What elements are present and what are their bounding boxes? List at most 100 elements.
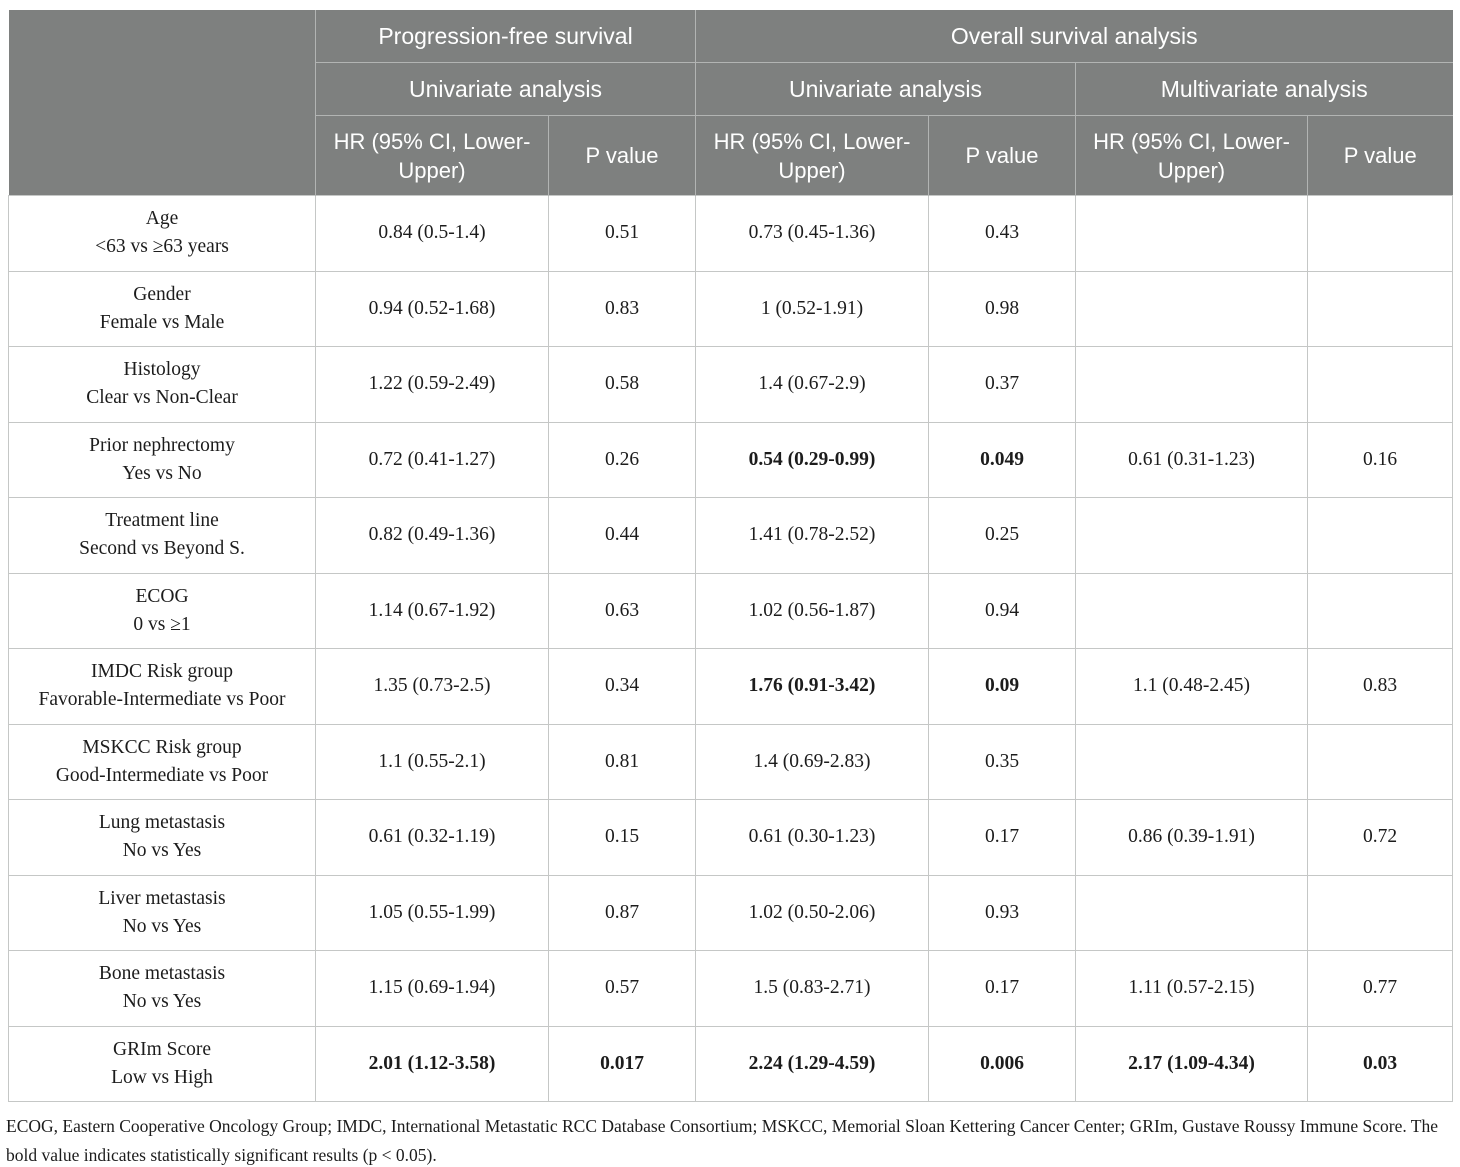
os-multi-hr-cell bbox=[1075, 723, 1308, 800]
row-label: Bone metastasis No vs Yes bbox=[8, 950, 316, 1027]
corner-cell bbox=[8, 10, 316, 196]
table-row-liver-metastasis: Liver metastasis No vs Yes 1.05 (0.55-1.9… bbox=[8, 874, 1454, 951]
os-multi-p-cell: 0.16 bbox=[1306, 421, 1454, 498]
os-uni-p-cell: 0.43 bbox=[928, 195, 1076, 272]
os-uni-hr-cell: 1.5 (0.83-2.71) bbox=[695, 950, 929, 1027]
table-row-gender: Gender Female vs Male 0.94 (0.52-1.68) 0.… bbox=[8, 270, 1454, 347]
os-uni-p-cell: 0.98 bbox=[928, 270, 1076, 347]
header-os-univariate: Univariate analysis bbox=[695, 62, 1076, 116]
pfs-p-cell: 0.15 bbox=[548, 799, 696, 876]
os-multi-hr-cell: 1.1 (0.48-2.45) bbox=[1075, 648, 1308, 725]
os-multi-p-cell bbox=[1306, 270, 1454, 347]
header-pfs-pvalue: P value bbox=[548, 115, 696, 196]
os-uni-hr-cell: 0.73 (0.45-1.36) bbox=[695, 195, 929, 272]
pfs-hr-cell: 0.84 (0.5-1.4) bbox=[315, 195, 549, 272]
os-multi-hr-cell: 0.61 (0.31-1.23) bbox=[1075, 421, 1308, 498]
pfs-hr-cell: 1.1 (0.55-2.1) bbox=[315, 723, 549, 800]
os-multi-p-cell bbox=[1306, 874, 1454, 951]
pfs-p-cell: 0.57 bbox=[548, 950, 696, 1027]
pfs-p-cell: 0.51 bbox=[548, 195, 696, 272]
pfs-hr-cell: 0.61 (0.32-1.19) bbox=[315, 799, 549, 876]
header-group-row: Progression-free survival Overall surviv… bbox=[8, 10, 1453, 196]
os-uni-p-cell: 0.37 bbox=[928, 346, 1076, 423]
os-uni-hr-cell: 1.02 (0.50-2.06) bbox=[695, 874, 929, 951]
header-os-multi-hr: HR (95% CI, Lower-Upper) bbox=[1075, 115, 1308, 196]
table-header: Progression-free survival Overall surviv… bbox=[8, 10, 1453, 196]
pfs-hr-cell: 0.72 (0.41-1.27) bbox=[315, 421, 549, 498]
os-uni-hr-cell: 1.4 (0.69-2.83) bbox=[695, 723, 929, 800]
pfs-p-cell: 0.34 bbox=[548, 648, 696, 725]
header-os-uni-hr: HR (95% CI, Lower-Upper) bbox=[695, 115, 929, 196]
os-multi-p-cell bbox=[1306, 497, 1454, 574]
os-multi-p-cell: 0.72 bbox=[1306, 799, 1454, 876]
header-pfs-hr: HR (95% CI, Lower-Upper) bbox=[315, 115, 549, 196]
os-uni-hr-cell: 1.4 (0.67-2.9) bbox=[695, 346, 929, 423]
row-label: Liver metastasis No vs Yes bbox=[8, 874, 316, 951]
table-row-treatment-line: Treatment line Second vs Beyond S. 0.82 (… bbox=[8, 497, 1454, 574]
os-multi-hr-cell: 1.11 (0.57-2.15) bbox=[1075, 950, 1308, 1027]
os-multi-p-cell bbox=[1306, 346, 1454, 423]
header-os-multi-pvalue: P value bbox=[1306, 115, 1453, 196]
os-uni-p-cell: 0.09 bbox=[928, 648, 1076, 725]
header-os-group: Overall survival analysis bbox=[694, 10, 1453, 63]
os-multi-hr-cell bbox=[1075, 346, 1308, 423]
table-footnote: ECOG, Eastern Cooperative Oncology Group… bbox=[6, 1116, 1438, 1165]
header-os-uni-pvalue: P value bbox=[928, 115, 1076, 196]
row-label: Lung metastasis No vs Yes bbox=[8, 799, 316, 876]
table-container: Progression-free survival Overall surviv… bbox=[8, 10, 1454, 1102]
os-multi-hr-cell bbox=[1075, 572, 1308, 649]
os-multi-p-cell: 0.77 bbox=[1306, 950, 1454, 1027]
pfs-hr-cell: 0.94 (0.52-1.68) bbox=[315, 270, 549, 347]
os-uni-hr-cell: 2.24 (1.29-4.59) bbox=[695, 1025, 929, 1102]
pfs-p-cell: 0.44 bbox=[548, 497, 696, 574]
pfs-hr-cell: 0.82 (0.49-1.36) bbox=[315, 497, 549, 574]
pfs-p-cell: 0.63 bbox=[548, 572, 696, 649]
header-pfs-univariate: Univariate analysis bbox=[315, 62, 696, 116]
pfs-hr-cell: 1.14 (0.67-1.92) bbox=[315, 572, 549, 649]
table-row-grim-score: GRIm Score Low vs High 2.01 (1.12-3.58) 0… bbox=[8, 1025, 1454, 1102]
table-row-histology: Histology Clear vs Non-Clear 1.22 (0.59-2… bbox=[8, 346, 1454, 423]
table-row-bone-metastasis: Bone metastasis No vs Yes 1.15 (0.69-1.94… bbox=[8, 950, 1454, 1027]
os-multi-hr-cell bbox=[1075, 497, 1308, 574]
os-uni-p-cell: 0.94 bbox=[928, 572, 1076, 649]
pfs-p-cell: 0.87 bbox=[548, 874, 696, 951]
table-row-mskcc-risk-group: MSKCC Risk group Good-Intermediate vs Poo… bbox=[8, 723, 1454, 800]
table-row-prior-nephrectomy: Prior nephrectomy Yes vs No 0.72 (0.41-1.… bbox=[8, 421, 1454, 498]
header-os-multivariate: Multivariate analysis bbox=[1074, 62, 1453, 116]
pfs-p-cell: 0.26 bbox=[548, 421, 696, 498]
pfs-p-cell: 0.83 bbox=[548, 270, 696, 347]
os-uni-p-cell: 0.35 bbox=[928, 723, 1076, 800]
os-multi-hr-cell bbox=[1075, 195, 1308, 272]
os-multi-hr-cell bbox=[1075, 874, 1308, 951]
row-label: GRIm Score Low vs High bbox=[8, 1025, 316, 1102]
os-multi-p-cell bbox=[1306, 195, 1454, 272]
header-metric-row: HR (95% CI, Lower-Upper) P value HR (95%… bbox=[9, 115, 1453, 196]
table-row-age: Age <63 vs ≥63 years 0.84 (0.5-1.4) 0.51 … bbox=[8, 195, 1454, 272]
os-multi-p-cell: 0.83 bbox=[1306, 648, 1454, 725]
row-label: Treatment line Second vs Beyond S. bbox=[8, 497, 316, 574]
os-uni-hr-cell: 0.61 (0.30-1.23) bbox=[695, 799, 929, 876]
table-body: Age <63 vs ≥63 years 0.84 (0.5-1.4) 0.51 … bbox=[8, 195, 1454, 1102]
pfs-hr-cell: 2.01 (1.12-3.58) bbox=[315, 1025, 549, 1102]
os-multi-p-cell: 0.03 bbox=[1306, 1025, 1454, 1102]
pfs-p-cell: 0.017 bbox=[548, 1025, 696, 1102]
row-label: Histology Clear vs Non-Clear bbox=[8, 346, 316, 423]
row-label: ECOG 0 vs ≥1 bbox=[8, 572, 316, 649]
os-uni-hr-cell: 1.02 (0.56-1.87) bbox=[695, 572, 929, 649]
os-uni-p-cell: 0.17 bbox=[928, 950, 1076, 1027]
os-multi-hr-cell bbox=[1075, 270, 1308, 347]
pfs-p-cell: 0.81 bbox=[548, 723, 696, 800]
os-multi-hr-cell: 0.86 (0.39-1.91) bbox=[1075, 799, 1308, 876]
os-multi-p-cell bbox=[1306, 723, 1454, 800]
os-multi-p-cell bbox=[1306, 572, 1454, 649]
row-label: IMDC Risk group Favorable-Intermediate vs… bbox=[8, 648, 316, 725]
os-uni-p-cell: 0.17 bbox=[928, 799, 1076, 876]
os-uni-p-cell: 0.049 bbox=[928, 421, 1076, 498]
row-label: Gender Female vs Male bbox=[8, 270, 316, 347]
pfs-hr-cell: 1.15 (0.69-1.94) bbox=[315, 950, 549, 1027]
pfs-hr-cell: 1.35 (0.73-2.5) bbox=[315, 648, 549, 725]
pfs-hr-cell: 1.22 (0.59-2.49) bbox=[315, 346, 549, 423]
table-row-ecog: ECOG 0 vs ≥1 1.14 (0.67-1.92) 0.63 1.02 (… bbox=[8, 572, 1454, 649]
os-uni-p-cell: 0.25 bbox=[928, 497, 1076, 574]
